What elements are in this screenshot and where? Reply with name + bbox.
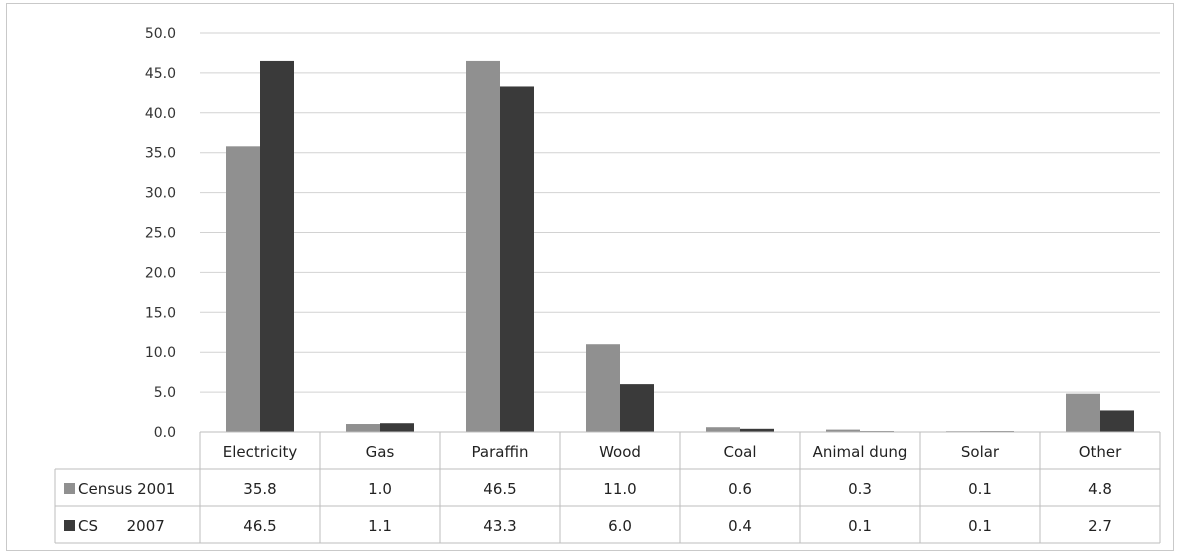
data-table-value: 35.8 bbox=[243, 480, 276, 498]
bar-cs-2007 bbox=[380, 423, 414, 432]
data-table-value: 0.4 bbox=[728, 517, 752, 535]
category-label: Electricity bbox=[223, 443, 298, 461]
bar-census-2001 bbox=[586, 344, 620, 432]
bar-census-2001 bbox=[346, 424, 380, 432]
category-label: Coal bbox=[723, 443, 756, 461]
y-tick-label: 35.0 bbox=[145, 146, 176, 162]
y-tick-label: 45.0 bbox=[145, 66, 176, 82]
bars bbox=[226, 60, 1134, 433]
category-label: Gas bbox=[366, 443, 395, 461]
y-tick-label: 15.0 bbox=[145, 305, 176, 321]
gridlines bbox=[200, 32, 1160, 433]
category-label: Paraffin bbox=[472, 443, 529, 461]
category-label: Other bbox=[1079, 443, 1122, 461]
data-table-value: 0.1 bbox=[968, 517, 992, 535]
data-table: Electricity Gas Paraffin Wood Coal Animal dun… bbox=[54, 431, 1161, 544]
y-tick-label: 20.0 bbox=[145, 265, 176, 281]
data-table-value: 0.1 bbox=[968, 480, 992, 498]
y-tick-label: 10.0 bbox=[145, 345, 176, 361]
data-table-value: 1.1 bbox=[368, 517, 392, 535]
data-table-value: 0.3 bbox=[848, 480, 872, 498]
bar-census-2001 bbox=[1066, 393, 1100, 432]
data-table-value: 2.7 bbox=[1088, 517, 1112, 535]
data-table-value: 4.8 bbox=[1088, 480, 1112, 498]
bar-cs-2007 bbox=[260, 60, 294, 433]
y-tick-label: 5.0 bbox=[154, 385, 176, 401]
legend-swatch bbox=[64, 483, 75, 494]
bar-census-2001 bbox=[706, 427, 740, 432]
data-table-value: 1.0 bbox=[368, 480, 392, 498]
data-table-value: 0.6 bbox=[728, 480, 752, 498]
data-table-value: 11.0 bbox=[603, 480, 636, 498]
bar-cs-2007 bbox=[500, 86, 534, 432]
category-label: Solar bbox=[961, 443, 1000, 461]
y-tick-label: 25.0 bbox=[145, 226, 176, 242]
y-tick-label: 50.0 bbox=[145, 26, 176, 42]
bar-census-2001 bbox=[466, 60, 500, 433]
series-label: Census 2001 bbox=[78, 480, 175, 498]
data-table-value: 6.0 bbox=[608, 517, 632, 535]
y-axis-tick-labels: 0.0 5.0 10.0 15.0 20.0 25.0 30.0 35.0 40.0 45.0 50… bbox=[145, 26, 176, 441]
bar-cs-2007 bbox=[1100, 410, 1134, 432]
bar-census-2001 bbox=[226, 146, 260, 433]
chart-frame bbox=[6, 3, 1174, 551]
data-table-value: 46.5 bbox=[483, 480, 516, 498]
series-label: CS 2007 bbox=[78, 517, 165, 535]
data-table-value: 46.5 bbox=[243, 517, 276, 535]
y-tick-label: 40.0 bbox=[145, 106, 176, 122]
y-tick-label: 30.0 bbox=[145, 186, 176, 202]
category-label: Animal dung bbox=[813, 443, 908, 461]
category-label: Wood bbox=[599, 443, 641, 461]
bar-cs-2007 bbox=[740, 428, 774, 432]
bar-cs-2007 bbox=[620, 384, 654, 432]
bar-census-2001 bbox=[826, 429, 860, 432]
y-tick-label: 0.0 bbox=[154, 425, 176, 441]
legend-swatch bbox=[64, 520, 75, 531]
data-table-value: 43.3 bbox=[483, 517, 516, 535]
data-table-value: 0.1 bbox=[848, 517, 872, 535]
